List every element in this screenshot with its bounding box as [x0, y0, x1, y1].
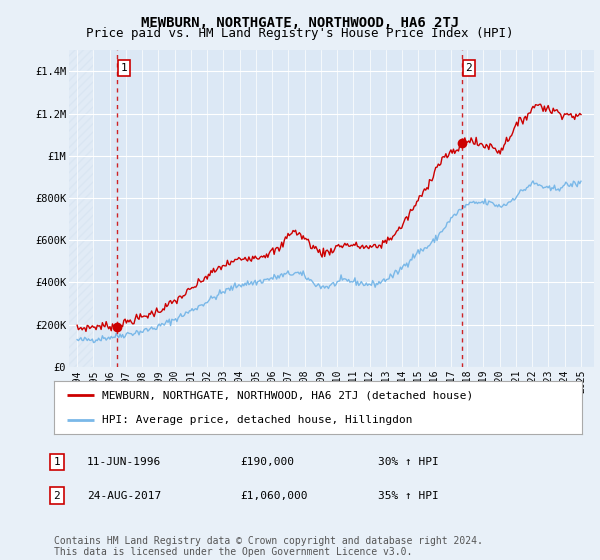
Text: Contains HM Land Registry data © Crown copyright and database right 2024.
This d: Contains HM Land Registry data © Crown c…: [54, 535, 483, 557]
Text: 11-JUN-1996: 11-JUN-1996: [87, 457, 161, 467]
Text: £1,060,000: £1,060,000: [240, 491, 308, 501]
Text: 1: 1: [53, 457, 61, 467]
Text: 35% ↑ HPI: 35% ↑ HPI: [378, 491, 439, 501]
Text: Price paid vs. HM Land Registry's House Price Index (HPI): Price paid vs. HM Land Registry's House …: [86, 27, 514, 40]
Text: 24-AUG-2017: 24-AUG-2017: [87, 491, 161, 501]
Text: 30% ↑ HPI: 30% ↑ HPI: [378, 457, 439, 467]
Text: MEWBURN, NORTHGATE, NORTHWOOD, HA6 2TJ (detached house): MEWBURN, NORTHGATE, NORTHWOOD, HA6 2TJ (…: [101, 390, 473, 400]
Text: £190,000: £190,000: [240, 457, 294, 467]
Bar: [69, 50, 94, 367]
Text: 2: 2: [53, 491, 61, 501]
Text: 1: 1: [121, 63, 128, 73]
Text: 2: 2: [466, 63, 472, 73]
Text: MEWBURN, NORTHGATE, NORTHWOOD, HA6 2TJ: MEWBURN, NORTHGATE, NORTHWOOD, HA6 2TJ: [141, 16, 459, 30]
Text: HPI: Average price, detached house, Hillingdon: HPI: Average price, detached house, Hill…: [101, 414, 412, 424]
